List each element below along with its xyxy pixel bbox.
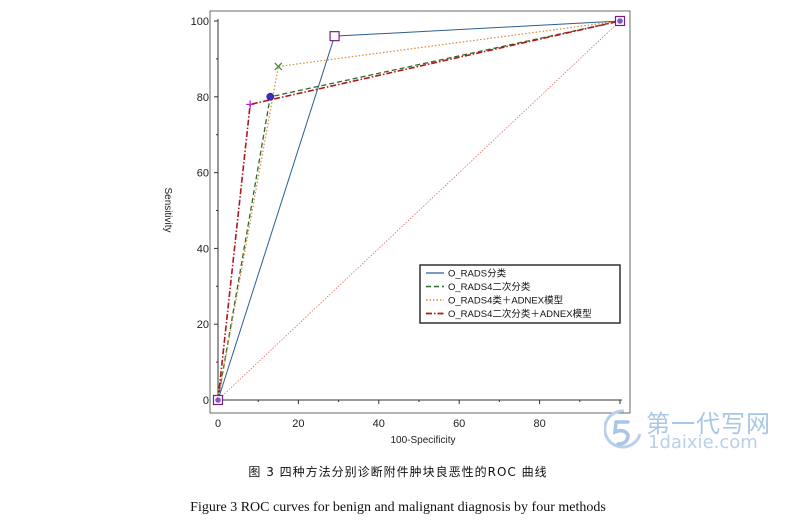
reference-line xyxy=(217,20,621,401)
watermark-logo-icon xyxy=(604,409,642,449)
x-tick-label: 20 xyxy=(292,418,304,430)
markers-group xyxy=(212,15,626,406)
watermark-text-cn: 第一代写网 xyxy=(646,410,771,438)
origin-cross xyxy=(215,397,221,403)
x-tick-label: 40 xyxy=(373,418,385,430)
watermark: 第一代写网 1daixie.com xyxy=(604,404,794,458)
y-tick-label: 100 xyxy=(191,16,209,28)
y-tick-label: 60 xyxy=(197,168,209,180)
plot-frame xyxy=(209,10,631,414)
x-tick-label: 60 xyxy=(453,418,465,430)
y-axis-title: Sensitivity xyxy=(162,187,173,232)
figure-caption-english: Figure 3 ROC curves for benign and malig… xyxy=(190,500,606,515)
series-4-point xyxy=(246,100,255,109)
tick-labels: 0 20 40 60 80 100 0 20 40 60 80 xyxy=(191,16,621,430)
series-3-point xyxy=(274,62,283,71)
y-tick-label: 40 xyxy=(197,243,209,255)
watermark-text-en: 1daixie.com xyxy=(648,432,758,453)
y-tick-label: 0 xyxy=(203,395,209,407)
legend-label-1: O_RADS分类 xyxy=(448,268,507,280)
y-tick-label: 80 xyxy=(197,92,209,104)
series-2-point xyxy=(266,92,275,101)
series-line-3 xyxy=(217,20,621,401)
x-tick-label: 80 xyxy=(533,418,545,430)
x-tick-label: 0 xyxy=(215,418,221,430)
legend-box xyxy=(419,264,621,324)
legend-label-2: O_RADS4二次分类 xyxy=(448,281,531,293)
figure-caption-chinese: 图 3 四种方法分别诊断附件肿块良恶性的ROC 曲线 xyxy=(248,465,548,479)
x-axis-title: 100-Specificity xyxy=(390,435,455,446)
legend-label-4: O_RADS4二次分类＋ADNEX模型 xyxy=(448,308,592,320)
legend-label-3: O_RADS4类＋ADNEX模型 xyxy=(448,295,564,307)
series-1-point xyxy=(329,31,340,42)
y-tick-label: 20 xyxy=(197,319,209,331)
axes xyxy=(217,19,622,401)
diagonal-reference-line xyxy=(217,20,621,401)
endpoint-cross xyxy=(617,18,623,24)
roc-chart: 0 20 40 60 80 100 0 20 40 60 80 100-Specificity Se… xyxy=(162,10,631,446)
